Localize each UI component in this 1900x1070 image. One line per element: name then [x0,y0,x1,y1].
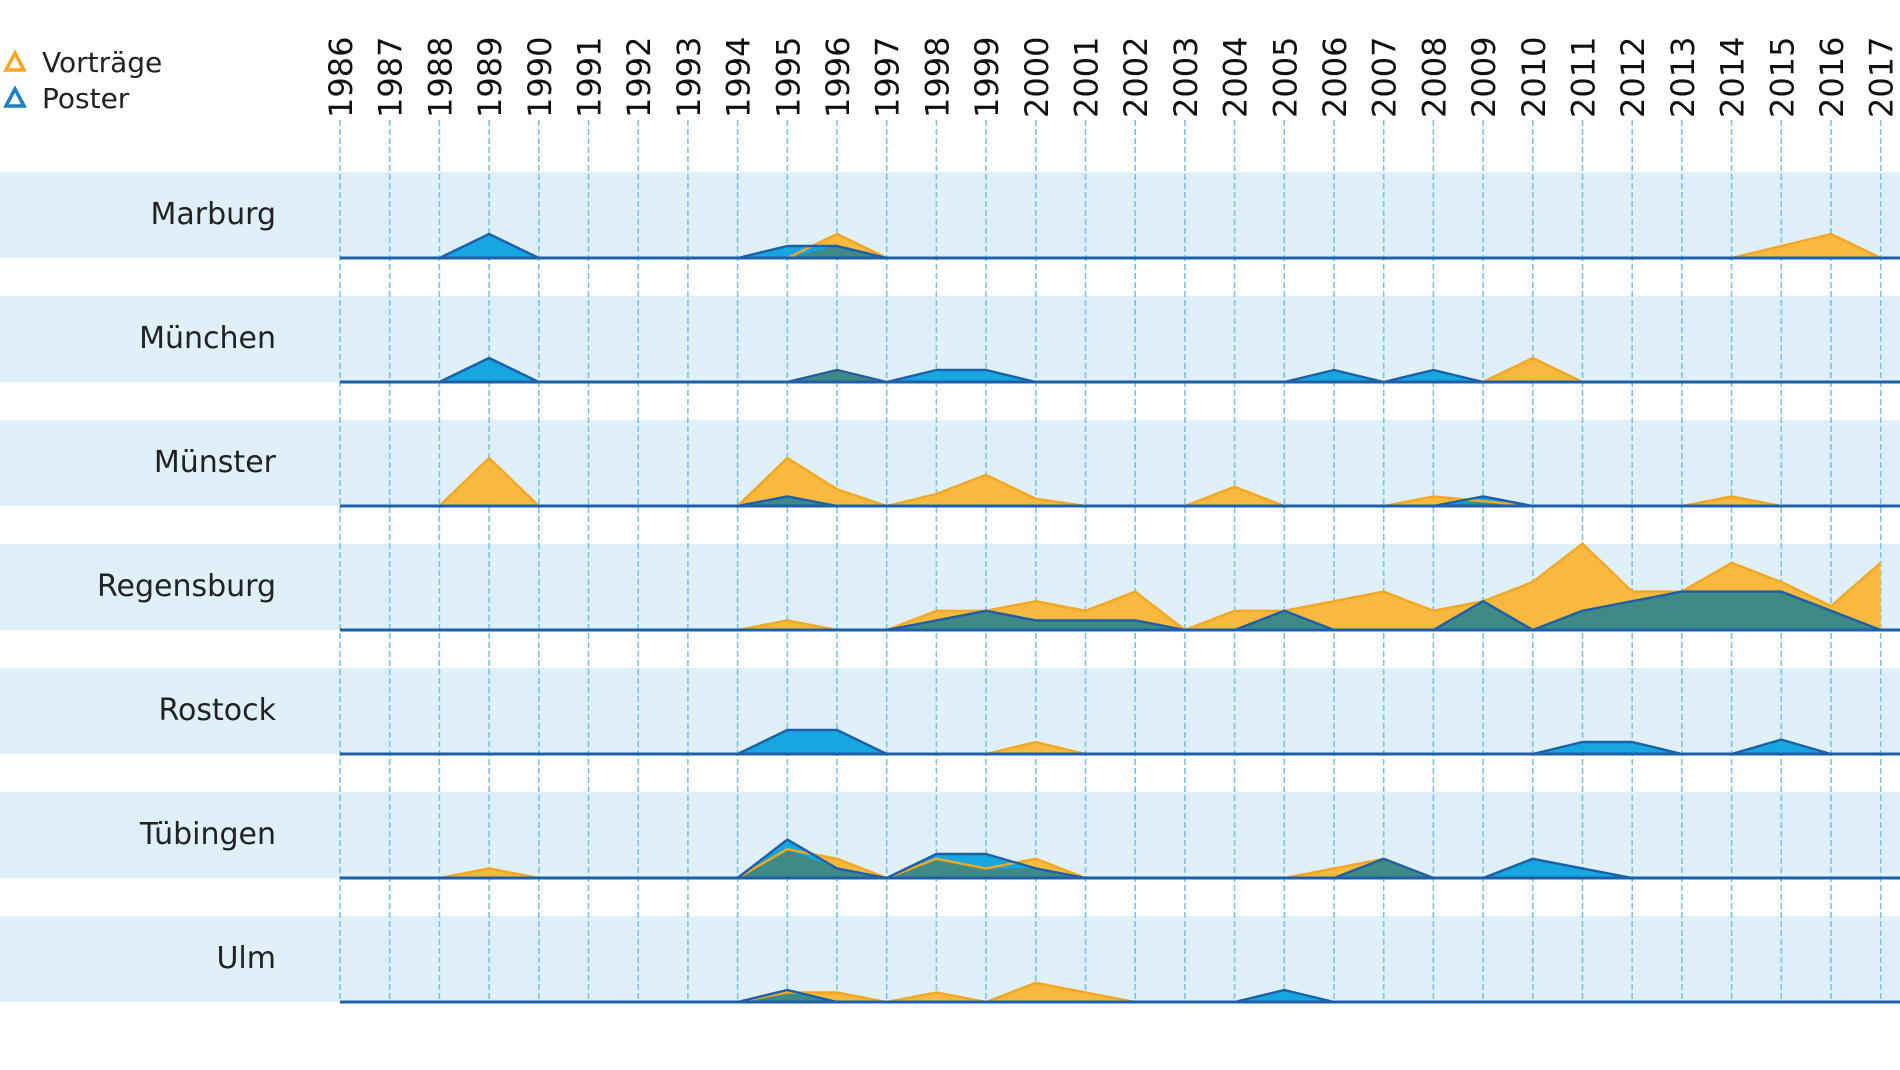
year-grid [339,120,1882,1002]
area-series [438,232,1882,1004]
row-band-münchen [0,296,1900,382]
year-label-1999: 1999 [968,37,1006,118]
year-label-1992: 1992 [620,37,658,118]
year-label-2009: 2009 [1465,37,1503,118]
year-label-2007: 2007 [1366,37,1404,118]
year-label-1989: 1989 [471,37,509,118]
year-label-2015: 2015 [1763,37,1801,118]
area-overlap-münchen [787,370,887,382]
area-overlap-marburg [787,246,887,258]
area-vortraege-ulm [737,982,1136,1002]
year-label-2006: 2006 [1316,37,1354,118]
legend-label-0: Vorträge [42,46,162,79]
city-label-tübingen: Tübingen [139,817,276,852]
area-poster-marburg [439,234,887,258]
line-poster-münster [737,495,1534,508]
line-poster-tübingen [736,838,1633,880]
line-vortraege-marburg [786,232,1882,260]
year-label-2010: 2010 [1515,37,1553,118]
legend-triangle-icon-1 [3,85,27,108]
row-baselines [340,256,1900,1004]
area-vortraege-marburg [787,234,1881,258]
year-label-2014: 2014 [1714,37,1752,118]
year-label-1998: 1998 [918,37,956,118]
area-overlap-ulm [737,992,837,1002]
line-poster-regensburg [886,590,1882,632]
year-label-2004: 2004 [1217,37,1255,118]
legend-label-1: Poster [42,82,130,115]
row-band-ulm [0,916,1900,1002]
year-label-2002: 2002 [1117,37,1155,118]
year-label-2001: 2001 [1068,37,1106,118]
year-label-1997: 1997 [869,37,907,118]
year-label-1991: 1991 [571,37,609,118]
year-label-2003: 2003 [1167,37,1205,118]
city-label-regensburg: Regensburg [97,569,276,604]
area-overlap-tübingen [737,849,1434,878]
line-poster-marburg [438,232,887,260]
year-label-1996: 1996 [819,37,857,118]
city-label-marburg: Marburg [150,197,276,232]
year-label-1988: 1988 [421,37,459,118]
year-label-1990: 1990 [521,37,559,118]
area-vortraege-rostock [986,742,1086,754]
line-vortraege-münster [438,456,1782,508]
year-label-1995: 1995 [769,37,807,118]
year-label-2013: 2013 [1664,37,1702,118]
legend-triangle-icon-0 [3,49,27,72]
year-label-1987: 1987 [372,37,410,118]
row-band-rostock [0,668,1900,754]
year-label-2008: 2008 [1415,37,1453,118]
year-label-2016: 2016 [1813,37,1851,118]
line-poster-rostock [737,728,1832,756]
line-vortraege-rostock [985,740,1086,756]
year-label-2000: 2000 [1018,37,1056,118]
year-label-2017: 2017 [1863,37,1900,118]
year-labels: 1986 1987 1988 1989 1990 1991 1992 1993 1994 1995… [322,37,1900,118]
year-label-2005: 2005 [1266,37,1304,118]
city-label-münchen: München [139,321,276,356]
line-vortraege-regensburg [737,542,1882,632]
year-label-1993: 1993 [670,37,708,118]
city-label-münster: Münster [154,445,277,480]
city-label-ulm: Ulm [216,941,276,976]
city-labels: Marburg München Münster Regensburg Rostock Tü… [97,197,277,976]
year-label-1994: 1994 [720,37,758,118]
line-poster-ulm [737,988,1335,1004]
row-band-marburg [0,172,1900,258]
line-poster-münchen [438,356,1484,384]
year-label-1986: 1986 [322,37,360,118]
year-label-2011: 2011 [1565,37,1603,118]
year-label-2012: 2012 [1614,37,1652,118]
city-label-rostock: Rostock [159,693,277,728]
